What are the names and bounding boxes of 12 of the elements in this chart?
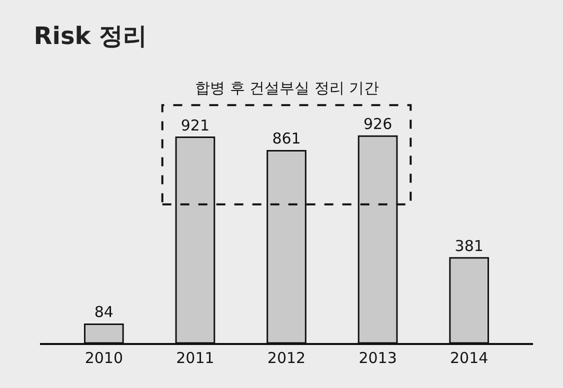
data-label: 861 (272, 130, 301, 148)
data-label: 84 (94, 303, 114, 322)
x-tick-label: 2014 (450, 348, 488, 367)
x-tick-label: 2013 (358, 348, 397, 367)
x-tick-label: 2010 (84, 348, 124, 367)
chart-title: Risk 정리 (34, 22, 148, 50)
data-label: 921 (180, 116, 210, 134)
data-label: 926 (363, 115, 392, 134)
x-tick-label: 2011 (176, 348, 214, 367)
data-label: 381 (454, 236, 484, 255)
text: 합병 후 건설부실 정리 기간 (195, 79, 380, 97)
x-tick-label: 2012 (267, 348, 306, 367)
